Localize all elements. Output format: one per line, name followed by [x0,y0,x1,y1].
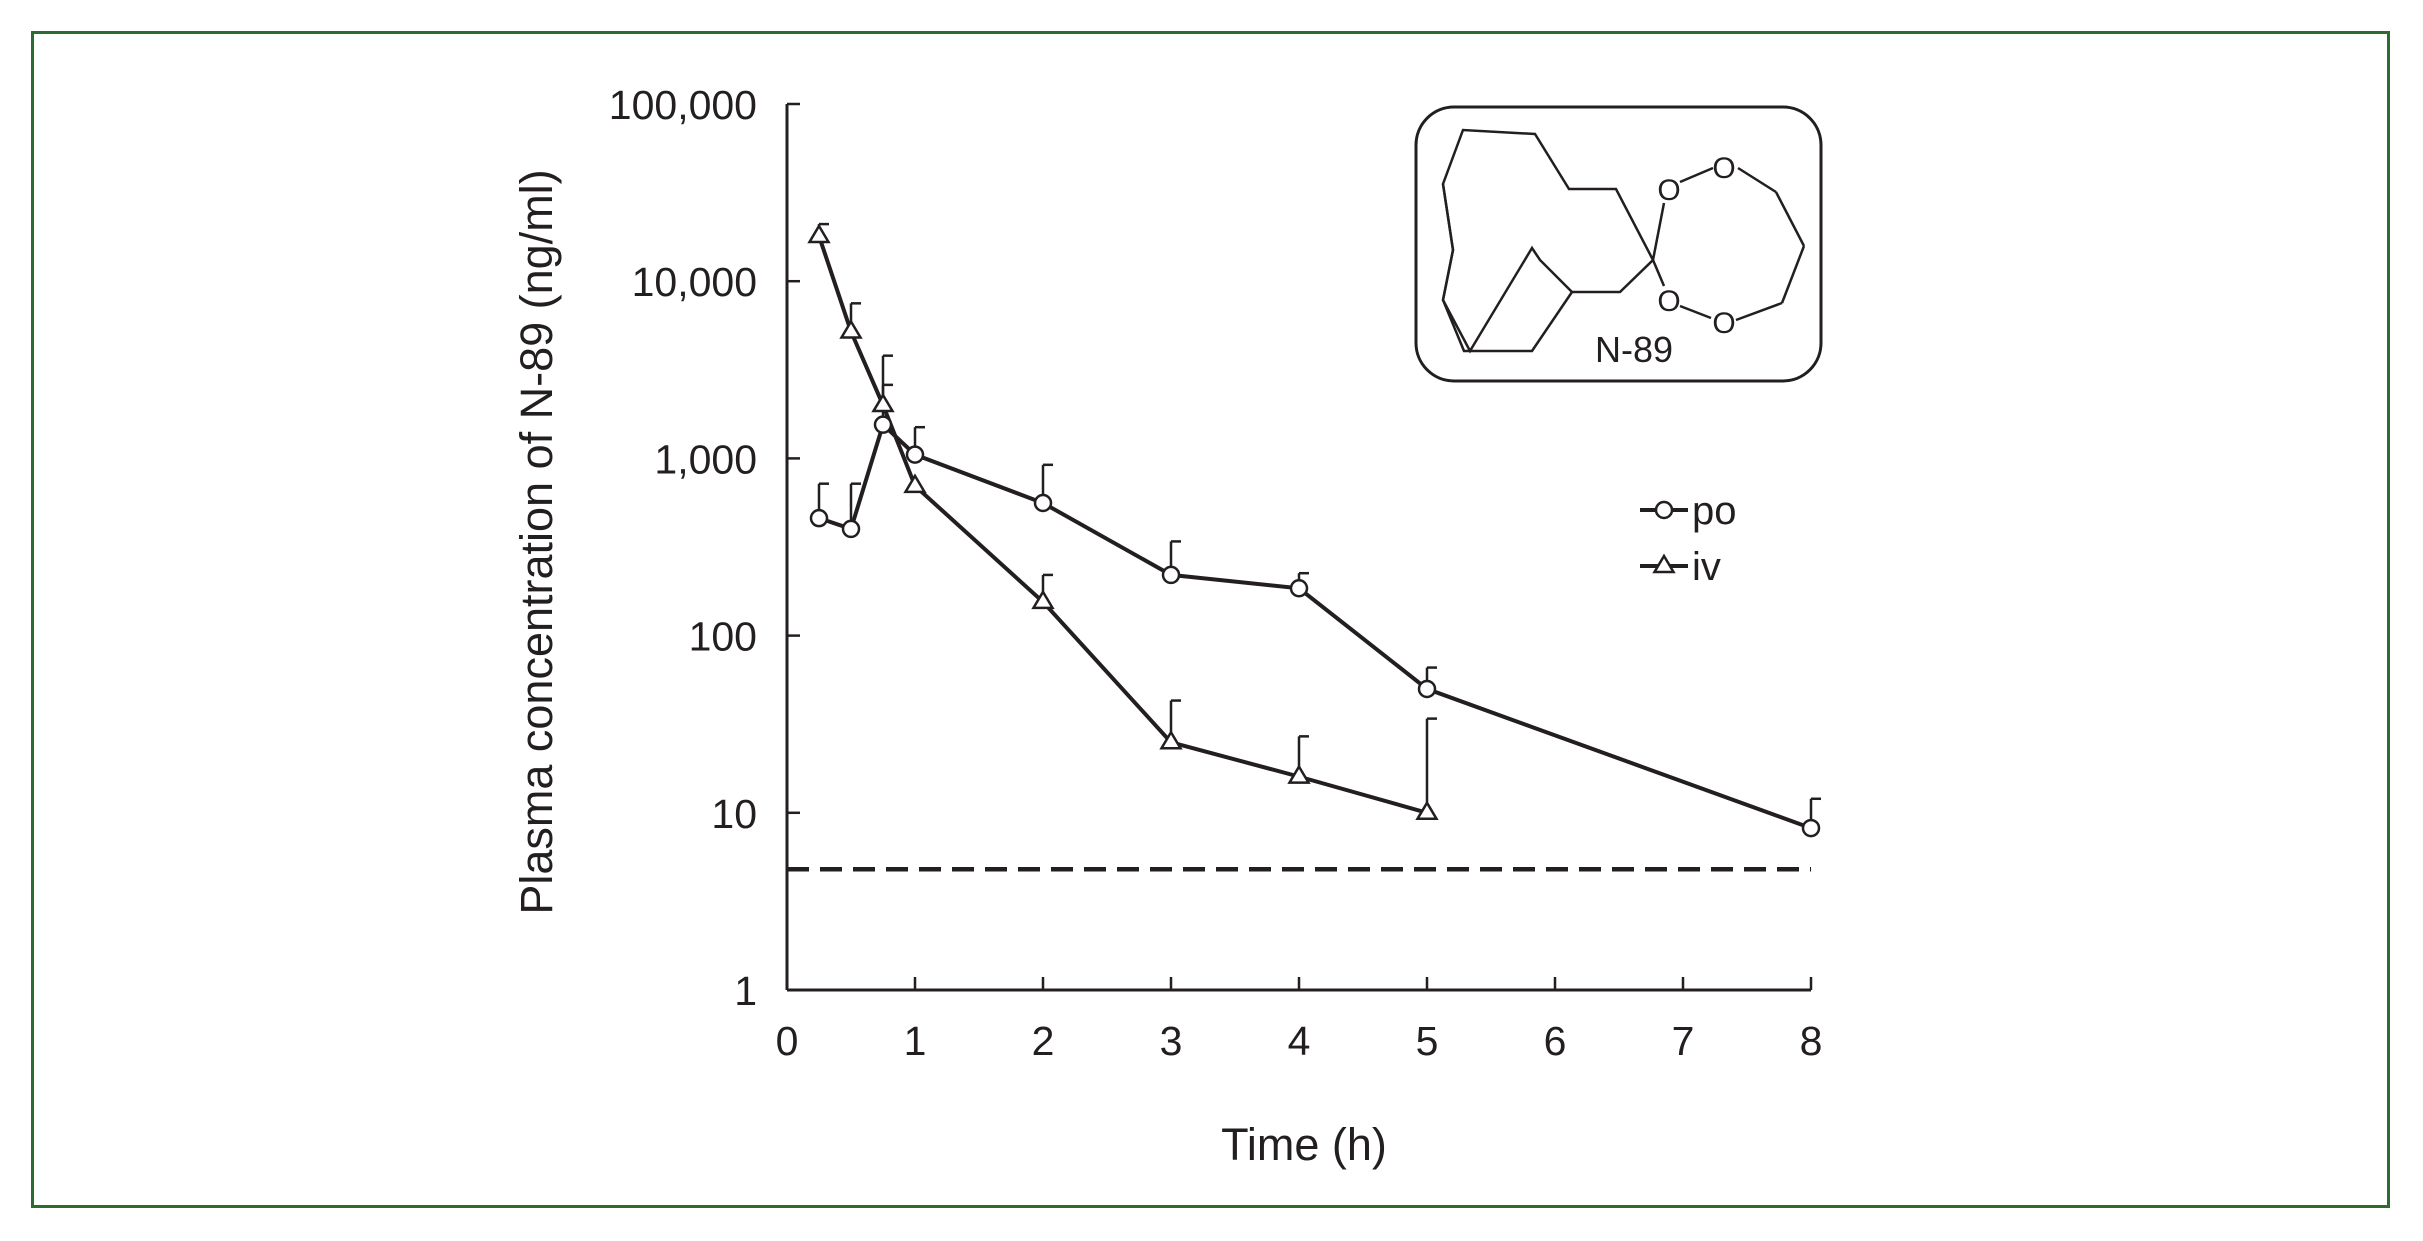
data-point-po [1289,579,1309,598]
data-point-po [873,415,893,434]
data-point-iv [807,223,831,244]
y-tick-label: 100,000 [609,82,757,128]
data-point-po [841,519,861,539]
structure-box [1414,105,1823,383]
oxygen-atom: O [1712,152,1735,185]
oxygen-atom: O [1657,174,1680,207]
data-point-iv [871,392,895,413]
x-axis-label: Time (h) [1221,1119,1387,1170]
x-tick-label: 5 [1416,1018,1439,1064]
y-tick-label: 100 [689,614,757,660]
cyclododecane-ring-back [1441,183,1574,353]
series-line-iv [817,235,1428,815]
x-tick-label: 3 [1160,1018,1183,1064]
series-line-po [818,421,1812,830]
data-point-iv [1415,800,1439,821]
x-tick-label: 0 [776,1018,799,1064]
data-point-iv [1031,589,1055,610]
data-point-po [1161,565,1181,585]
data-point-iv [839,319,863,339]
y-tick-label: 1 [734,968,757,1014]
oxygen-atom: O [1657,285,1680,318]
y-tick-label: 1,000 [654,436,757,482]
y-tick-label: 10 [711,791,757,837]
legend-marker-triangle [1652,553,1676,574]
data-point-po [1417,679,1437,699]
figure-frame [31,31,2390,1208]
legend-label-iv: iv [1692,545,1721,589]
x-tick-label: 1 [904,1018,927,1064]
y-tick-label: 10,000 [632,259,757,305]
data-point-iv [1287,764,1311,784]
legend: po iv [1640,489,1737,589]
x-tick-label: 6 [1544,1018,1567,1064]
x-tick-label: 2 [1032,1018,1055,1064]
legend-marker-circle [1654,500,1674,520]
data-point-po [1801,818,1821,838]
y-axis-label: Plasma concentration of N-89 (ng/ml) [511,169,562,914]
x-tick-label: 7 [1672,1018,1695,1064]
data-point-po [905,445,925,464]
legend-label-po: po [1692,489,1737,533]
data-point-po [809,508,829,528]
n89-structure-inset: O O O O N-89 [1414,105,1823,383]
data-point-po [1033,493,1053,513]
legend-item-iv: iv [1640,545,1721,589]
x-tick-label: 8 [1800,1018,1823,1064]
data-point-iv [903,473,927,494]
data-point-iv [1159,729,1183,750]
tetraoxane-ring [1651,166,1806,322]
structure-label: N-89 [1595,329,1673,370]
legend-item-po: po [1640,489,1737,533]
x-tick-label: 4 [1288,1018,1311,1064]
oxygen-atom: O [1712,307,1735,340]
